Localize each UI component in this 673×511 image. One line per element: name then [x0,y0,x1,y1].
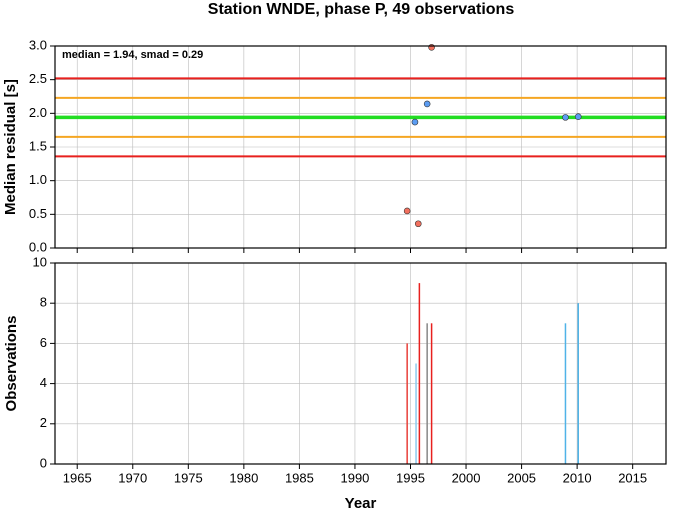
x-tick-label: 1970 [118,470,147,485]
y-tick-label: 0.0 [29,239,47,254]
x-tick-label: 1980 [229,470,258,485]
bar [564,323,567,464]
bar [418,283,421,464]
x-tick-label: 1995 [396,470,425,485]
point [411,118,419,126]
y-tick-label: 8 [40,295,47,310]
bar [426,323,428,464]
x-tick-label: 2000 [452,470,481,485]
point [414,220,422,228]
point [574,113,582,120]
y-axis-label: Median residual [s] [2,79,19,215]
point [403,207,411,215]
y-tick-label: 0 [40,455,47,470]
bar [415,363,417,464]
x-tick-label: 1975 [174,470,203,485]
point [562,114,569,121]
bar [406,343,408,464]
bar [430,323,433,464]
plot-frame [54,45,667,249]
point [423,100,431,108]
y-tick-label: 4 [40,375,47,390]
y-tick-label: 10 [33,254,47,269]
bar [577,303,579,464]
y-tick-label: 0.5 [29,206,47,221]
x-tick-label: 2015 [618,470,647,485]
y-tick-label: 1.5 [29,138,47,153]
y-tick-label: 6 [40,335,47,350]
y-axis-label: Observations [3,316,20,412]
x-tick-label: 1965 [63,470,92,485]
x-tick-label: 2005 [507,470,536,485]
x-tick-label: 1990 [340,470,369,485]
y-tick-label: 2.5 [29,71,47,86]
chart-title: Station WNDE, phase P, 49 observations [208,1,515,18]
x-tick-label: 2010 [563,470,592,485]
y-tick-label: 1.0 [29,172,47,187]
x-axis-label: Year [345,495,377,511]
point [428,44,435,51]
y-tick-label: 2.0 [29,105,47,120]
annotation: median = 1.94, smad = 0.29 [62,49,203,61]
y-tick-label: 3.0 [29,37,47,52]
y-tick-label: 2 [40,415,47,430]
x-tick-label: 1985 [285,470,314,485]
plot-frame [54,262,667,465]
